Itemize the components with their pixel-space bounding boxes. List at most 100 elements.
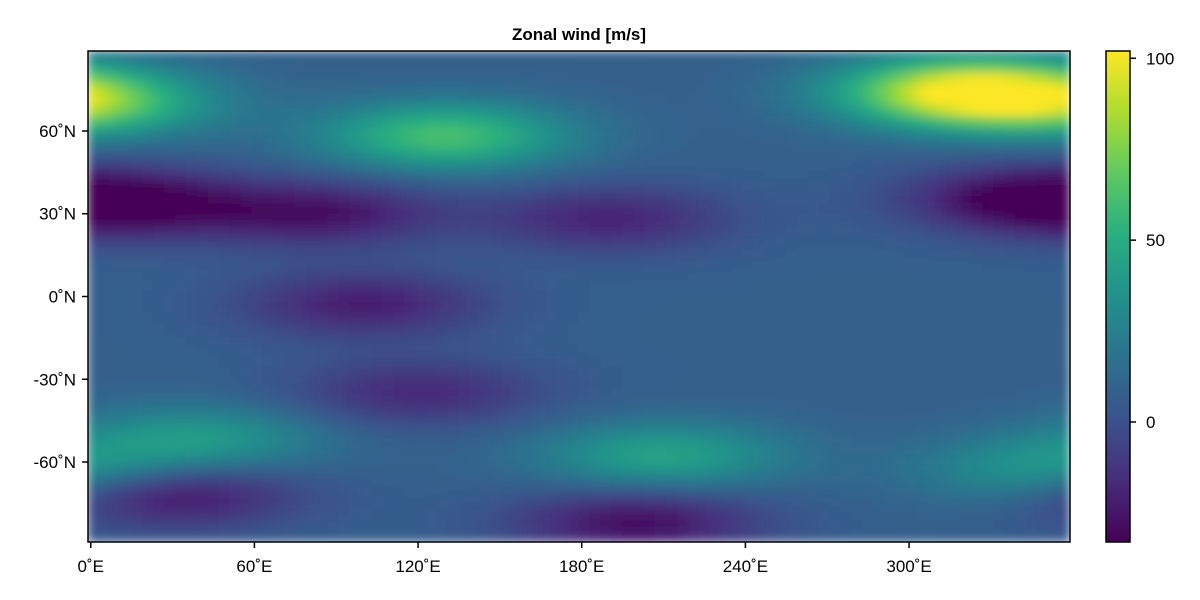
heatmap-cell	[480, 235, 493, 248]
heatmap-cell	[1058, 454, 1070, 467]
heatmap-cell	[447, 246, 460, 259]
heatmap-cell	[207, 159, 220, 172]
heatmap-cell	[1058, 170, 1070, 183]
heatmap-cell	[513, 443, 525, 456]
heatmap-cell	[1047, 148, 1060, 161]
heatmap-cell	[218, 530, 231, 542]
heatmap-cell	[556, 170, 569, 183]
heatmap-cell	[120, 72, 133, 85]
heatmap-cell	[785, 235, 798, 248]
heatmap-cell	[676, 214, 689, 227]
heatmap-cell	[109, 323, 122, 336]
heatmap-cell	[229, 279, 242, 292]
heatmap-cell	[360, 432, 373, 445]
heatmap-cell	[731, 279, 744, 292]
heatmap-cell	[469, 323, 482, 336]
heatmap-cell	[753, 323, 765, 336]
heatmap-cell	[120, 377, 133, 390]
heatmap-cell	[873, 181, 886, 194]
heatmap-cell	[698, 72, 711, 85]
heatmap-cell	[840, 170, 853, 183]
heatmap-cell	[982, 312, 995, 325]
heatmap-cell	[633, 410, 645, 423]
heatmap-cell	[513, 159, 525, 172]
heatmap-cell	[272, 72, 285, 85]
heatmap-cell	[283, 225, 296, 237]
heatmap-cell	[480, 399, 493, 412]
heatmap-cell	[709, 508, 722, 521]
heatmap-cell	[185, 454, 198, 467]
heatmap-cell	[98, 312, 111, 325]
heatmap-cell	[251, 465, 264, 478]
heatmap-cell	[840, 454, 853, 467]
heatmap-cell	[556, 366, 569, 379]
heatmap-cell	[698, 345, 711, 358]
heatmap-cell	[88, 126, 100, 139]
heatmap-cell	[513, 366, 525, 379]
heatmap-cell	[480, 519, 493, 532]
heatmap-cell	[840, 334, 853, 347]
heatmap-cell	[556, 323, 569, 336]
heatmap-cell	[447, 72, 460, 85]
heatmap-cell	[763, 159, 776, 172]
heatmap-cell	[1058, 94, 1070, 107]
heatmap-cell	[894, 61, 907, 74]
heatmap-cell	[458, 214, 471, 227]
heatmap-cell	[818, 421, 831, 434]
heatmap-cell	[622, 301, 635, 314]
heatmap-cell	[1004, 497, 1016, 510]
heatmap-cell	[993, 388, 1006, 401]
heatmap-cell	[218, 235, 231, 248]
heatmap-cell	[949, 465, 962, 478]
heatmap-cell	[829, 323, 842, 336]
heatmap-cell	[1004, 94, 1016, 107]
heatmap-cell	[753, 345, 765, 358]
heatmap-cell	[763, 192, 776, 205]
heatmap-cell	[840, 399, 853, 412]
heatmap-cell	[272, 148, 285, 161]
heatmap-cell	[654, 377, 667, 390]
heatmap-cell	[829, 334, 842, 347]
heatmap-cell	[262, 508, 274, 521]
heatmap-cell	[851, 214, 864, 227]
heatmap-cell	[753, 72, 765, 85]
heatmap-cell	[807, 115, 820, 128]
heatmap-cell	[698, 366, 711, 379]
heatmap-cell	[884, 94, 896, 107]
heatmap-cell	[982, 345, 995, 358]
heatmap-cell	[142, 51, 154, 63]
heatmap-cell	[185, 51, 198, 63]
heatmap-cell	[927, 443, 940, 456]
heatmap-cell	[774, 410, 787, 423]
heatmap-cell	[196, 519, 209, 532]
heatmap-cell	[851, 61, 864, 74]
heatmap-cell	[654, 246, 667, 259]
heatmap-cell	[88, 51, 100, 63]
heatmap-cell	[1004, 257, 1016, 270]
heatmap-cell	[1025, 225, 1038, 237]
heatmap-cell	[982, 366, 995, 379]
heatmap-cell	[229, 486, 242, 499]
heatmap-cell	[643, 181, 656, 194]
heatmap-cell	[763, 519, 776, 532]
heatmap-cell	[218, 257, 231, 270]
heatmap-cell	[371, 61, 384, 74]
heatmap-cell	[1014, 301, 1027, 314]
heatmap-cell	[316, 51, 329, 63]
heatmap-cell	[1004, 465, 1016, 478]
heatmap-cell	[338, 72, 351, 85]
heatmap-cell	[709, 388, 722, 401]
heatmap-cell	[338, 268, 351, 281]
heatmap-cell	[1014, 421, 1027, 434]
heatmap-cell	[720, 399, 733, 412]
heatmap-cell	[327, 203, 340, 216]
heatmap-cell	[523, 388, 536, 401]
heatmap-cell	[894, 519, 907, 532]
heatmap-cell	[556, 334, 569, 347]
heatmap-cell	[884, 115, 896, 128]
heatmap-cell	[163, 235, 176, 248]
heatmap-cell	[785, 497, 798, 510]
heatmap-cell	[862, 192, 875, 205]
heatmap-cell	[414, 181, 427, 194]
heatmap-cell	[611, 366, 624, 379]
